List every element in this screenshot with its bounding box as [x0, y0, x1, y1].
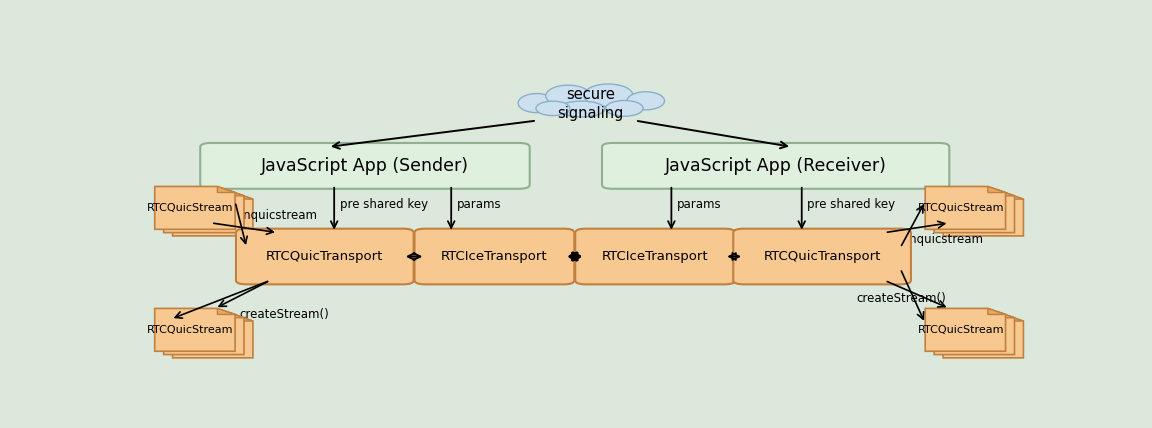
Text: RTCQuicStream: RTCQuicStream: [147, 325, 234, 335]
Text: pre shared key: pre shared key: [340, 198, 427, 211]
Text: RTCQuicTransport: RTCQuicTransport: [266, 250, 384, 263]
Polygon shape: [154, 309, 235, 351]
Text: RTCQuicStream: RTCQuicStream: [147, 203, 234, 213]
Polygon shape: [988, 187, 1006, 193]
Text: RTCQuicStream: RTCQuicStream: [918, 325, 1005, 335]
Polygon shape: [934, 190, 1015, 233]
Text: RTCQuicStream: RTCQuicStream: [918, 203, 1005, 213]
Polygon shape: [1006, 315, 1023, 321]
Polygon shape: [943, 315, 1023, 358]
Text: secure
signaling: secure signaling: [558, 87, 623, 122]
Text: createStream(): createStream(): [856, 292, 946, 305]
Polygon shape: [173, 193, 253, 236]
Text: JavaScript App (Sender): JavaScript App (Sender): [262, 157, 469, 175]
Polygon shape: [943, 193, 1023, 236]
Text: JavaScript App (Receiver): JavaScript App (Receiver): [665, 157, 887, 175]
Polygon shape: [934, 312, 1015, 354]
Ellipse shape: [546, 85, 590, 107]
Polygon shape: [218, 309, 235, 315]
Polygon shape: [235, 193, 253, 199]
Text: createStream(): createStream(): [240, 308, 329, 321]
Polygon shape: [996, 312, 1015, 318]
Polygon shape: [164, 190, 244, 233]
Ellipse shape: [518, 94, 555, 113]
Ellipse shape: [584, 84, 632, 107]
Text: RTCIceTransport: RTCIceTransport: [441, 250, 547, 263]
Text: params: params: [456, 198, 501, 211]
Ellipse shape: [606, 101, 643, 116]
Polygon shape: [996, 190, 1015, 196]
FancyBboxPatch shape: [575, 229, 735, 284]
Polygon shape: [226, 312, 244, 318]
Polygon shape: [173, 315, 253, 358]
Polygon shape: [154, 187, 235, 229]
Text: RTCIceTransport: RTCIceTransport: [601, 250, 708, 263]
Polygon shape: [925, 309, 1006, 351]
Text: onquicstream: onquicstream: [237, 209, 318, 222]
Polygon shape: [235, 315, 253, 321]
Ellipse shape: [559, 101, 605, 117]
FancyBboxPatch shape: [733, 229, 911, 284]
FancyBboxPatch shape: [236, 229, 414, 284]
Polygon shape: [925, 187, 1006, 229]
Ellipse shape: [627, 92, 665, 110]
Text: params: params: [676, 198, 721, 211]
Text: RTCQuicTransport: RTCQuicTransport: [764, 250, 881, 263]
Text: onquicstream: onquicstream: [902, 233, 983, 246]
FancyBboxPatch shape: [200, 143, 530, 189]
Polygon shape: [164, 312, 244, 354]
Polygon shape: [218, 187, 235, 193]
FancyBboxPatch shape: [415, 229, 575, 284]
Polygon shape: [226, 190, 244, 196]
Ellipse shape: [536, 101, 570, 116]
Polygon shape: [988, 309, 1006, 315]
Text: pre shared key: pre shared key: [808, 198, 895, 211]
FancyBboxPatch shape: [602, 143, 949, 189]
Polygon shape: [1006, 193, 1023, 199]
